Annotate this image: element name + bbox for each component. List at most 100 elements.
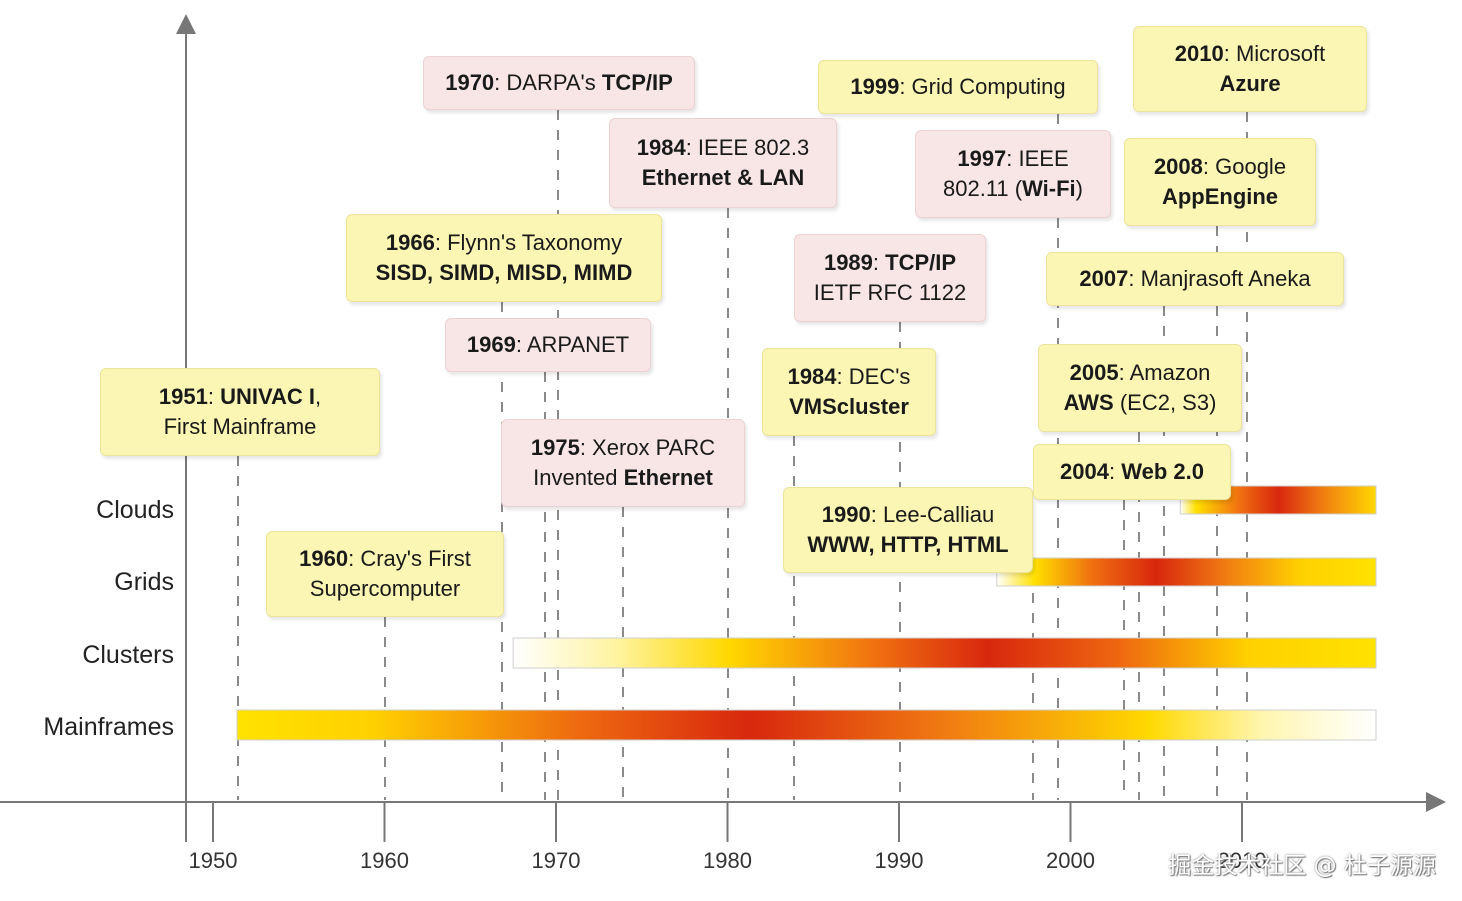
event-bold-text: TCP/IP [885,250,957,275]
event-bold-text: TCP/IP [601,70,673,95]
event-tcpip1989: 1989: TCP/IP IETF RFC 1122 [794,234,986,322]
event-bold-text: Ethernet [623,465,713,490]
event-line: Azure [1219,69,1280,99]
event-bold-text: WWW, HTTP, HTML [807,532,1009,557]
tick-label-1950: 1950 [188,848,238,873]
band-grids [996,557,1377,587]
event-line: AWS (EC2, S3) [1064,388,1217,418]
event-line: WWW, HTTP, HTML [807,530,1008,560]
row-label-mainframes: Mainframes [43,713,174,741]
event-year: 1966 [385,230,435,255]
event-year: 1969 [466,332,516,357]
event-www: 1990: Lee-Calliau WWW, HTTP, HTML [783,487,1033,573]
event-line: 1997: IEEE [957,144,1068,174]
event-text: : DEC's [836,364,911,389]
event-bold-text: AppEngine [1161,184,1279,209]
event-line: 2010: Microsoft [1175,39,1325,69]
event-line: 1984: DEC's [788,362,911,392]
event-line: 1999: Grid Computing [850,72,1065,102]
event-year: 2010 [1174,41,1224,66]
event-ieee8023: 1984: IEEE 802.3 Ethernet & LAN [609,118,837,208]
event-cray: 1960: Cray's First Supercomputer [266,531,504,617]
event-bold-text: UNIVAC I [220,384,315,409]
event-text: (EC2, S3) [1113,390,1217,415]
event-text: : [1108,459,1122,484]
event-xerox: 1975: Xerox PARC Invented Ethernet [501,419,745,507]
event-flynn: 1966: Flynn's Taxonomy SISD, SIMD, MISD, … [346,214,662,302]
event-year: 1984 [787,364,837,389]
tick-label-1970: 1970 [531,848,581,873]
event-line: VMScluster [789,392,909,422]
row-label-clusters: Clusters [82,641,174,669]
event-year: 1999 [850,74,900,99]
x-axis-tickmarks [212,802,1243,842]
event-text: First Mainframe [163,414,317,439]
event-year: 2008 [1153,154,1203,179]
row-label-clouds: Clouds [96,496,174,524]
event-bold-text: Wi-Fi [1022,176,1076,201]
event-year: 1970 [445,70,495,95]
event-text: : Xerox PARC [579,435,716,460]
event-bold-text: VMScluster [789,394,909,419]
event-line: 1969: ARPANET [467,330,629,360]
event-line: 802.11 (Wi-Fi) [943,174,1083,204]
event-line: AppEngine [1162,182,1278,212]
event-line: 2008: Google [1154,152,1286,182]
tick-label-1980: 1980 [703,848,752,873]
event-bold-text: AWS [1063,390,1114,415]
event-text: : IEEE [1006,146,1069,171]
event-line: 1984: IEEE 802.3 [637,133,809,163]
event-line: Invented Ethernet [533,463,713,493]
event-text: : Amazon [1118,360,1211,385]
event-arpanet: 1969: ARPANET [445,318,651,372]
event-line: First Mainframe [164,412,317,442]
event-text: : Google [1202,154,1287,179]
event-year: 1989 [823,250,873,275]
tick-label-1990: 1990 [874,848,924,873]
event-year: 2005 [1069,360,1119,385]
event-line: 1989: TCP/IP [824,248,956,278]
event-bold-text: Ethernet & LAN [641,165,805,190]
event-text: : ARPANET [515,332,630,357]
event-grid: 1999: Grid Computing [818,60,1098,114]
tick-label-2010: 2010 [1217,848,1267,873]
event-web20: 2004: Web 2.0 [1033,444,1231,500]
event-line: 1970: DARPA's TCP/IP [445,68,673,98]
era-bands [236,485,1377,741]
event-bold-text: Azure [1219,71,1281,96]
event-text: : Flynn's Taxonomy [434,230,623,255]
event-year: 2004 [1060,459,1109,484]
event-line: 1990: Lee-Calliau [822,500,994,530]
event-year: 1960 [299,546,349,571]
event-year: 1975 [530,435,580,460]
event-text: , [315,384,322,409]
row-label-grids: Grids [114,568,174,596]
event-text: : [872,250,886,275]
event-text: IETF RFC 1122 [813,280,967,305]
event-line: 1960: Cray's First [299,544,471,574]
event-line: 1975: Xerox PARC [531,433,715,463]
event-text: Supercomputer [309,576,461,601]
event-text: : [207,384,221,409]
event-text: : Grid Computing [899,74,1066,99]
event-text: ) [1075,176,1083,201]
band-clusters [512,637,1377,669]
tick-label-1960: 1960 [360,848,409,873]
event-year: 1951 [158,384,208,409]
event-azure: 2010: Microsoft Azure [1133,26,1367,112]
event-bold-text: SISD, SIMD, MISD, MIMD [375,260,633,285]
event-line: Ethernet & LAN [642,163,805,193]
event-wifi: 1997: IEEE 802.11 (Wi-Fi) [915,130,1111,218]
band-mainframes [236,709,1377,741]
event-line: 2007: Manjrasoft Aneka [1079,264,1310,294]
event-appengine: 2008: Google AppEngine [1124,138,1316,226]
event-line: 1951: UNIVAC I, [159,382,321,412]
event-line: 1966: Flynn's Taxonomy [386,228,622,258]
event-univac: 1951: UNIVAC I, First Mainframe [100,368,380,456]
event-line: 2005: Amazon [1070,358,1211,388]
event-darpa: 1970: DARPA's TCP/IP [423,56,695,110]
event-line: IETF RFC 1122 [814,278,966,308]
event-year: 1990 [821,502,871,527]
event-text: : DARPA's [494,70,602,95]
